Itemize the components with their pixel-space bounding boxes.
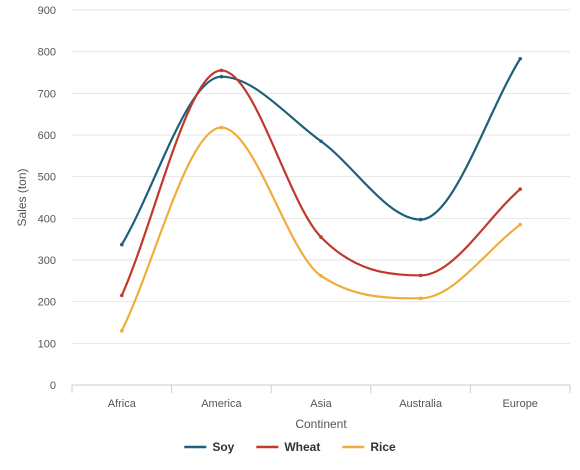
data-point-wheat [518,187,522,191]
data-point-rice [319,274,323,278]
grid-lines [72,9,570,344]
axes [71,384,571,393]
series-line-rice [120,126,522,332]
y-tick-label: 900 [38,5,56,17]
data-point-soy [518,56,522,61]
y-tick-label: 300 [38,255,56,267]
series-line-wheat [120,69,522,297]
x-tick-label: Asia [310,398,332,410]
tick-labels: 0 100 200 300 400 500 600 700 800 900 Africa Americ… [38,5,538,410]
x-tick-label: Europe [502,398,537,410]
y-tick-label: 500 [38,172,56,184]
y-tick-label: 600 [38,130,56,142]
data-point-wheat [418,273,423,278]
x-tick-label: Australia [399,398,443,410]
y-tick-label: 800 [38,47,56,59]
legend: Soy Wheat Rice [184,440,396,454]
legend-label: Soy [212,440,234,454]
data-point-soy [120,242,124,247]
x-tick-label: America [201,398,242,410]
y-tick-label: 700 [38,88,56,100]
y-axis-title: Sales (ton) [15,168,29,226]
y-tick-label: 100 [38,338,56,350]
data-point-soy [418,217,423,222]
y-tick-label: 400 [38,213,56,225]
x-axis-title: Continent [295,417,347,431]
data-point-rice [518,222,522,227]
data-point-wheat [219,68,224,73]
x-tick-label: Africa [108,398,137,410]
data-point-rice [418,296,423,301]
y-tick-label: 0 [50,380,56,392]
series-lines [120,56,522,333]
data-point-rice [120,329,124,333]
y-tick-label: 200 [38,297,56,309]
data-point-wheat [319,235,323,239]
series-line-soy [120,57,522,246]
data-point-rice [219,125,224,130]
data-point-soy [319,139,323,144]
data-point-wheat [120,293,124,298]
data-point-soy [219,74,224,79]
legend-label: Rice [370,440,396,454]
legend-label: Wheat [284,440,320,454]
